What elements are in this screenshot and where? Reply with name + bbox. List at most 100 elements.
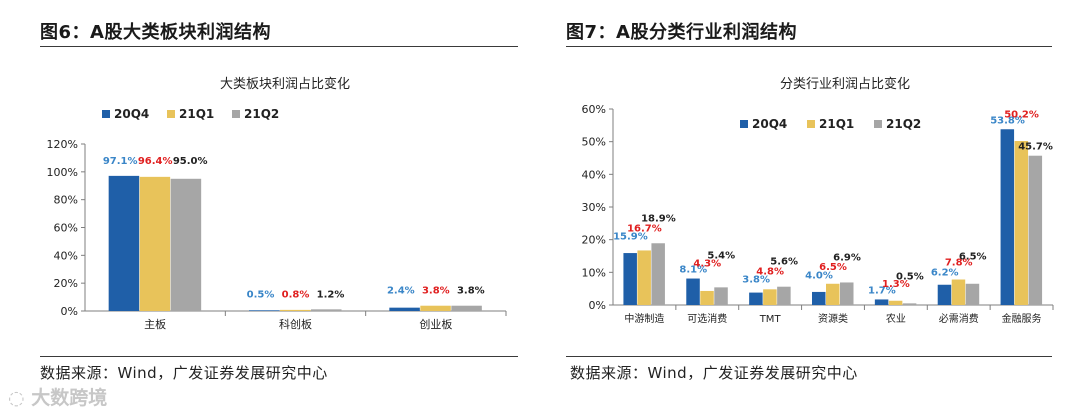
x-category-label: TMT: [759, 314, 782, 325]
bar-21q2: [902, 303, 917, 305]
legend-label-20q4: 20Q4: [752, 117, 787, 131]
data-label-21q1: 50.2%: [1004, 109, 1039, 120]
data-label-20q4: 1.7%: [868, 285, 896, 296]
bar-21q1: [888, 300, 903, 305]
bar-21q1: [280, 309, 311, 311]
bar-21q1: [826, 283, 840, 305]
data-label-21q1: 16.7%: [627, 223, 662, 234]
data-label-21q2: 3.8%: [457, 286, 485, 297]
y-tick-label: 80%: [54, 194, 78, 207]
chart-title: 大类板块利润占比变化: [220, 76, 350, 92]
bar-21q2: [965, 283, 980, 305]
bar-20q4: [623, 253, 637, 305]
bar-21q2: [840, 282, 854, 305]
data-label-20q4: 8.1%: [679, 265, 707, 276]
legend-swatch-21q1: [807, 120, 815, 128]
figure-6-source-rule: [40, 356, 518, 357]
figure-6-title: 图6：A股大类板块利润结构: [40, 22, 271, 43]
bar-21q1: [420, 305, 451, 311]
y-tick-label: 40%: [582, 168, 606, 181]
data-label-21q1: 1.3%: [882, 279, 910, 290]
bar-21q2: [777, 286, 791, 305]
watermark-logo: ◌ 大数跨境: [8, 383, 107, 410]
data-label-21q2: 18.9%: [641, 213, 676, 224]
figure-6-title-rule: [40, 46, 518, 47]
data-label-21q2: 1.2%: [317, 289, 345, 300]
y-tick-label: 0%: [61, 305, 78, 318]
x-category-label: 必需消费: [939, 312, 979, 325]
x-category-label: 中游制造: [624, 312, 664, 325]
data-label-20q4: 3.8%: [742, 275, 770, 286]
x-category-label: 资源类: [818, 312, 848, 325]
data-label-20q4: 97.1%: [103, 156, 138, 167]
figure-6-panel: 图6：A股大类板块利润结构 大类板块利润占比变化 0% 20% 40% 60% 80% 10…: [40, 22, 518, 382]
watermark-icon: ◌: [8, 387, 32, 409]
data-label-21q2: 6.9%: [833, 252, 861, 263]
y-tick-label: 60%: [582, 103, 606, 116]
bar-21q2: [451, 305, 482, 311]
figure-6-source: 数据来源：Wind，广发证券发展研究中心: [40, 364, 328, 382]
y-tick-label: 30%: [582, 201, 606, 214]
y-tick-label: 100%: [47, 166, 78, 179]
bar-20q4: [749, 292, 763, 305]
bar-21q1: [1014, 141, 1029, 305]
legend-label-21q2: 21Q2: [886, 117, 921, 131]
bar-20q4: [249, 310, 280, 311]
legend-swatch-20q4: [102, 110, 110, 118]
x-category-label: 主板: [144, 317, 166, 331]
bar-21q2: [1028, 155, 1043, 305]
figure-7-chart: 分类行业利润占比变化0%10%20%30%40%50%60%中游制造15.9%1…: [582, 76, 1054, 325]
data-label-21q2: 45.7%: [1018, 142, 1053, 153]
figure-7-panel: 图7：A股分类行业利润结构 分类行业利润占比变化 0% 10% 20% 30% 40% 50…: [540, 0, 1080, 411]
figure-7-source: 数据来源：Wind，广发证券发展研究中心: [570, 364, 858, 382]
data-label-20q4: 53.8%: [990, 115, 1025, 126]
x-category-label: 创业板: [419, 317, 452, 331]
bar-21q1: [139, 176, 171, 311]
data-label-20q4: 15.9%: [613, 231, 648, 242]
data-label-21q1: 4.3%: [693, 259, 721, 270]
data-label-21q2: 5.4%: [707, 251, 735, 262]
y-tick-label: 10%: [582, 266, 606, 279]
data-label-20q4: 4.0%: [805, 270, 833, 281]
x-category-label: 可选消费: [687, 312, 727, 325]
figure-7-source-rule: [566, 356, 1052, 357]
legend-swatch-21q2: [874, 120, 882, 128]
y-tick-label: 60%: [54, 222, 78, 235]
bar-20q4: [937, 284, 952, 305]
bar-20q4: [874, 299, 889, 305]
x-category-label: 科创板: [279, 317, 312, 331]
y-tick-label: 20%: [582, 234, 606, 247]
bar-21q2: [651, 243, 665, 305]
bar-20q4: [812, 291, 826, 305]
bar-21q1: [700, 290, 714, 305]
bar-20q4: [108, 175, 140, 311]
chart-title: 分类行业利润占比变化: [780, 76, 910, 92]
data-label-21q1: 0.8%: [282, 289, 310, 300]
watermark-text: 大数跨境: [31, 387, 108, 409]
legend-swatch-21q1: [167, 110, 175, 118]
legend-swatch-20q4: [740, 120, 748, 128]
figure-7-title: 图7：A股分类行业利润结构: [566, 22, 797, 43]
data-label-21q1: 3.8%: [422, 286, 450, 297]
bar-21q1: [637, 250, 651, 305]
bar-21q2: [170, 178, 202, 311]
bar-21q2: [311, 309, 342, 311]
y-tick-label: 20%: [54, 277, 78, 290]
data-label-21q1: 96.4%: [138, 156, 173, 167]
data-label-21q1: 7.8%: [945, 258, 973, 269]
x-category-label: 金融服务: [1002, 312, 1042, 325]
bar-21q1: [763, 289, 777, 305]
legend-label-21q1: 21Q1: [819, 117, 854, 131]
y-tick-label: 50%: [582, 136, 606, 149]
bar-20q4: [389, 307, 420, 311]
y-tick-label: 40%: [54, 249, 78, 262]
data-label-20q4: 6.2%: [931, 268, 959, 279]
bar-21q2: [714, 287, 728, 305]
data-label-21q2: 95.0%: [173, 156, 208, 167]
y-tick-label: 0%: [589, 299, 606, 312]
x-category-label: 农业: [886, 312, 906, 325]
bar-21q1: [951, 279, 966, 305]
data-label-21q1: 6.5%: [819, 262, 847, 273]
data-label-21q2: 5.6%: [770, 257, 798, 268]
legend-label-21q1: 21Q1: [179, 107, 214, 121]
